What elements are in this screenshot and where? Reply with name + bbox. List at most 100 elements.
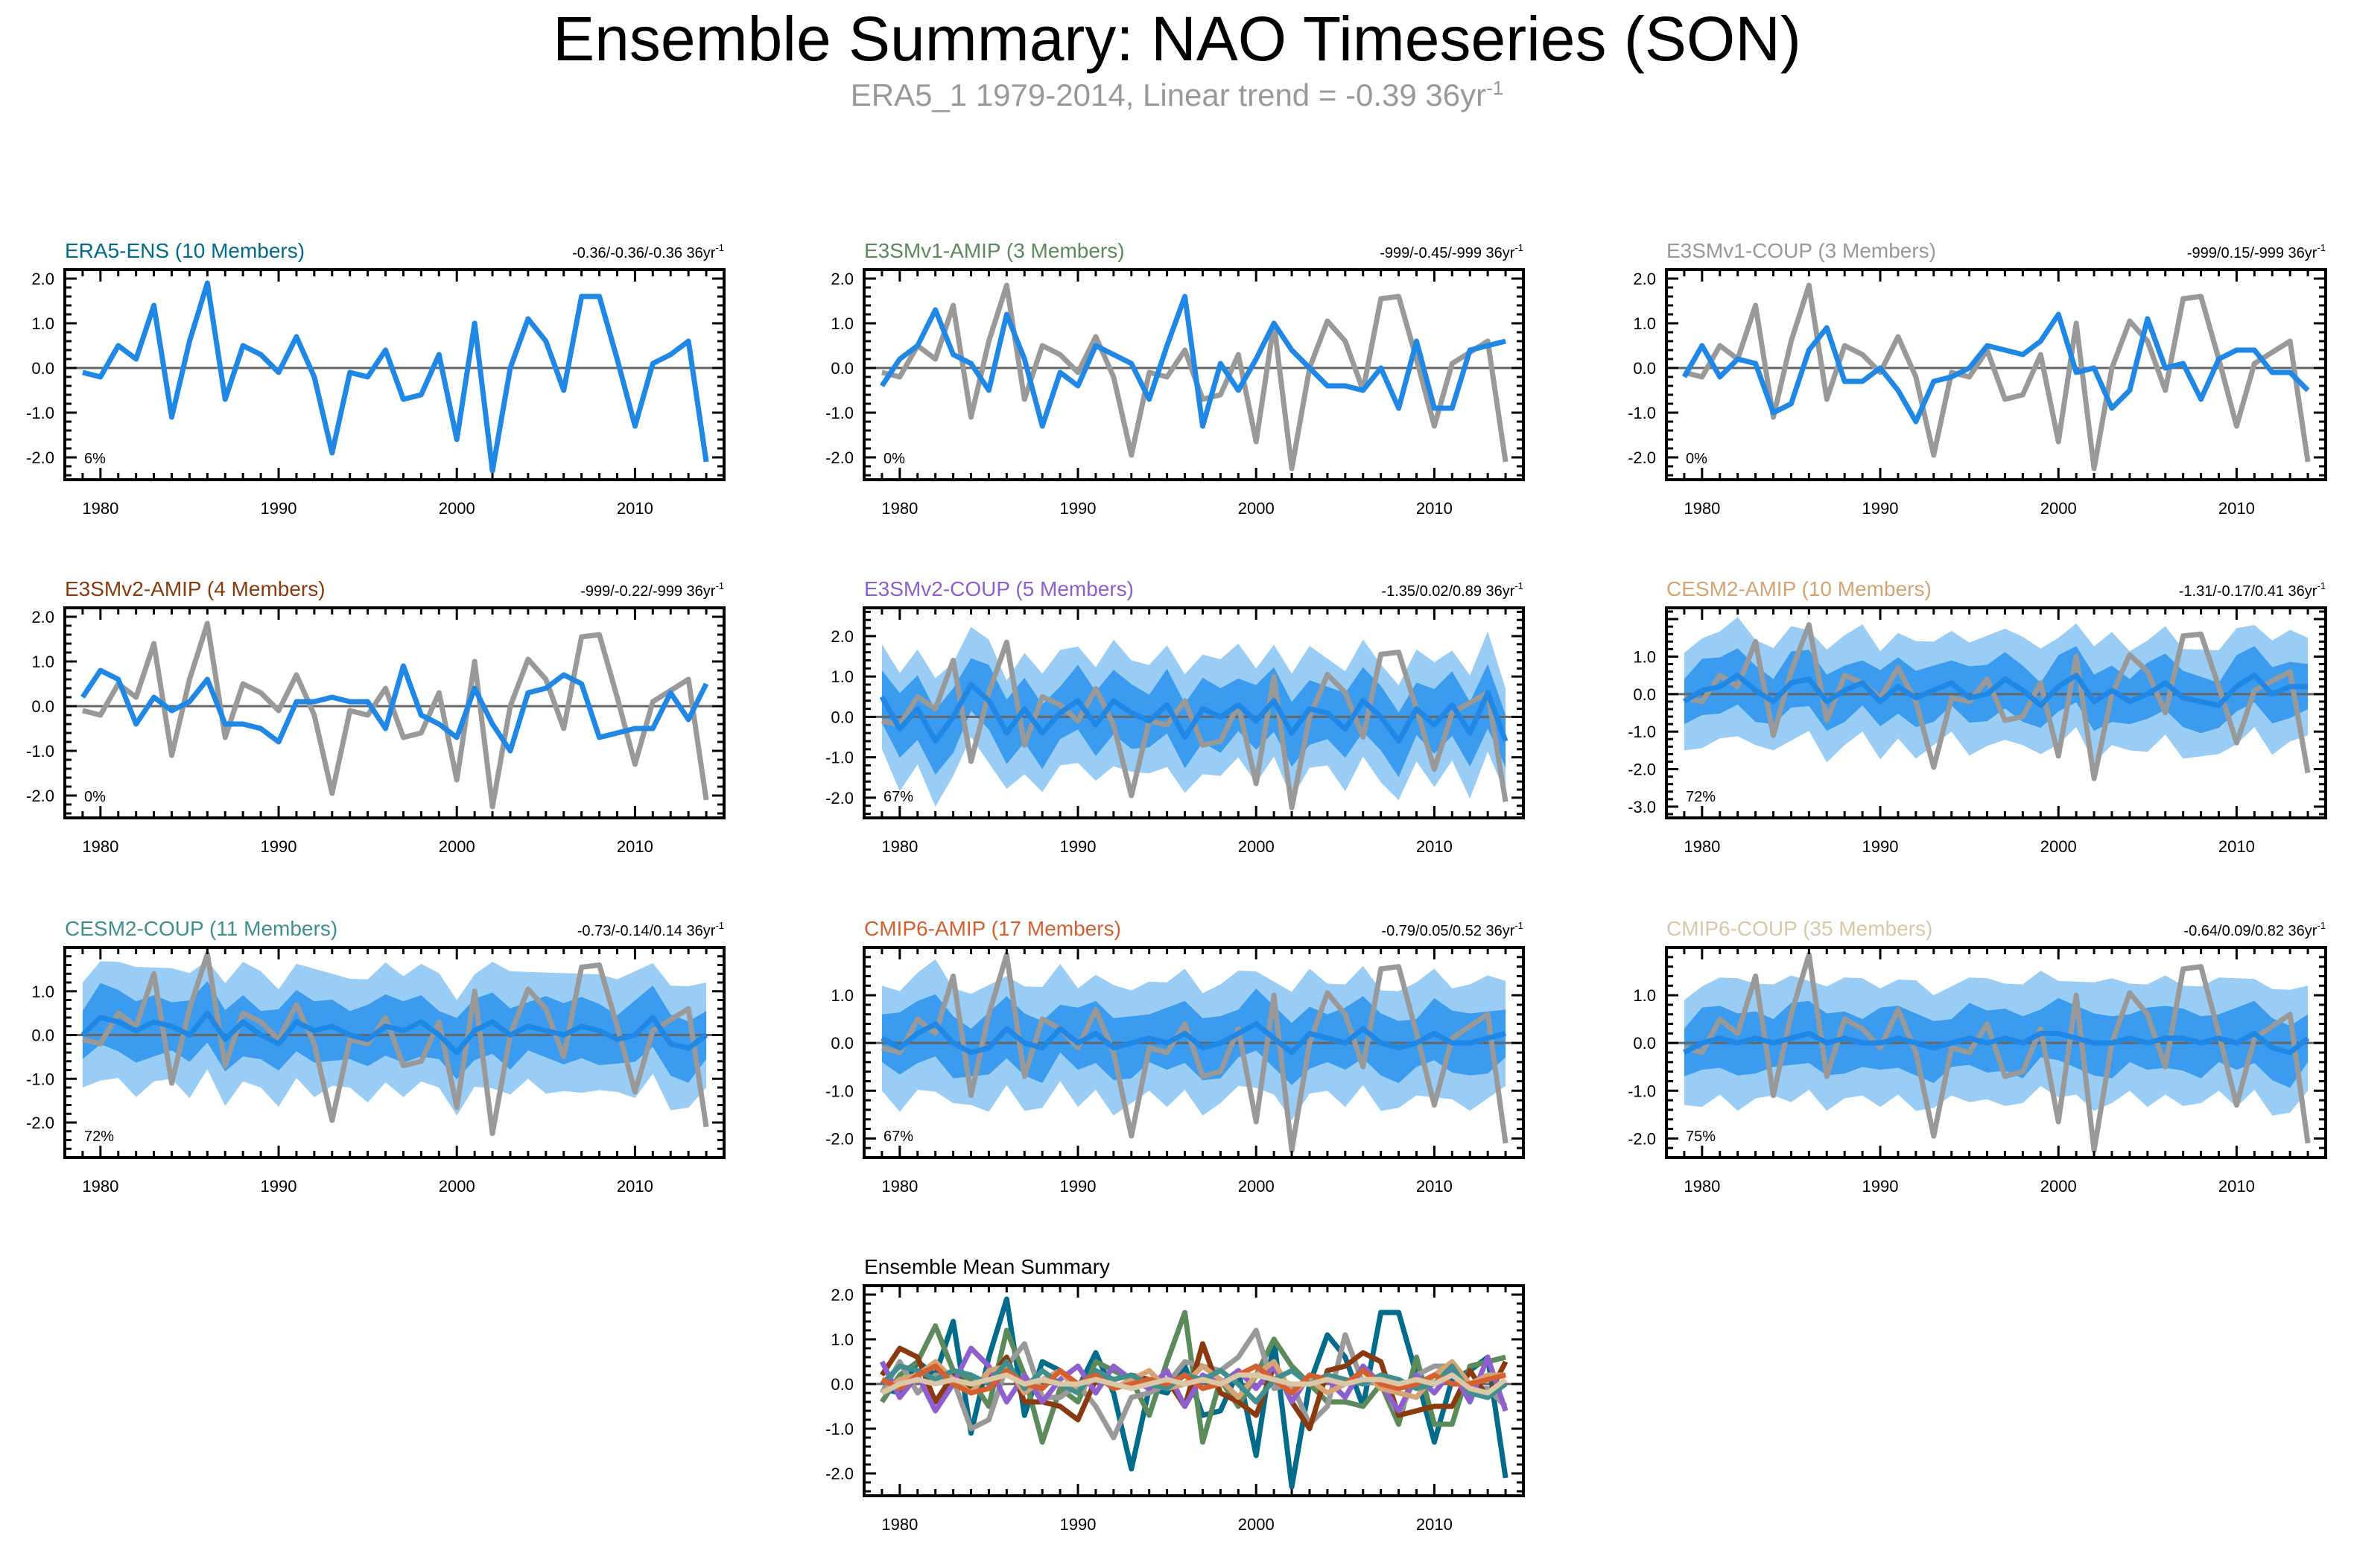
y-tick-label: -1.0: [26, 742, 54, 761]
plot-area: [65, 280, 724, 474]
x-tick-label: 2000: [439, 499, 475, 518]
y-tick-label: 2.0: [831, 270, 854, 288]
panel-2: 2.0 1.0 0.0 -1.0 -2.0 1980 1990 2000 2010 E3SMv1-…: [825, 239, 1525, 518]
panel-pct: 75%: [1686, 1129, 1716, 1145]
y-tick-label: 0.0: [831, 708, 854, 726]
y-tick-label: -2.0: [26, 448, 54, 467]
panel-trend: -0.36/-0.36/-0.36 36yr-1: [572, 242, 724, 261]
panel-7: 1.0 0.0 -1.0 -2.0 1980 1990 2000 2010 CESM2-COUP…: [26, 917, 726, 1196]
x-tick-label: 2000: [1238, 837, 1275, 856]
y-tick-label: 0.0: [31, 359, 54, 378]
x-tick-label: 1990: [1060, 1515, 1097, 1534]
panel-pct: 0%: [1686, 451, 1707, 467]
panel-trend-exponent: -1: [715, 242, 724, 253]
y-tick-label: 0.0: [831, 359, 854, 378]
panel-trend: -999/-0.22/-999 36yr-1: [580, 580, 724, 600]
plot-area: [864, 626, 1523, 810]
ensemble-mean-line: [1683, 673, 2309, 708]
panel-trend: -1.31/-0.17/0.41 36yr-1: [2179, 580, 2326, 600]
y-tick-label: 2.0: [831, 1286, 854, 1304]
x-tick-label: 1990: [1060, 1177, 1097, 1196]
obs-series-line: [82, 951, 709, 1137]
y-tick-label: 1.0: [31, 983, 54, 1001]
ensemble-mean-line: [1681, 311, 2310, 425]
x-tick-label: 1990: [1060, 499, 1097, 518]
panel-trend: -0.73/-0.14/0.14 36yr-1: [577, 920, 724, 939]
panel-4: 2.0 1.0 0.0 -1.0 -2.0 1980 1990 2000 2010 E3SMv2-…: [26, 577, 726, 856]
x-tick-label: 2000: [2040, 837, 2077, 856]
obs-series-line: [1684, 282, 2311, 472]
ensemble-mean-line: [880, 293, 1506, 429]
subtitle: ERA5_1 1979-2014, Linear trend = -0.39 3…: [0, 77, 2354, 112]
panel-pct: 0%: [883, 451, 905, 467]
band-inner: [82, 981, 707, 1083]
x-tick-label: 1980: [1684, 837, 1720, 856]
panel-trend-exponent: -1: [1514, 920, 1523, 931]
x-tick-label: 1980: [881, 837, 918, 856]
panel-pct: 6%: [84, 451, 106, 467]
y-tick-label: 0.0: [31, 1026, 54, 1045]
panel-title: CESM2-COUP (11 Members): [65, 917, 337, 940]
y-tick-label: -2.0: [1628, 448, 1656, 467]
y-tick-label: -1.0: [1628, 1082, 1656, 1100]
x-tick-label: 1980: [82, 499, 118, 518]
x-tick-label: 2010: [1416, 1177, 1453, 1196]
x-tick-label: 1980: [1684, 1177, 1720, 1196]
panel-title: E3SMv1-COUP (3 Members): [1666, 239, 1936, 262]
plot-area: [864, 282, 1523, 472]
x-tick-label: 2010: [617, 1177, 653, 1196]
y-tick-label: 0.0: [1633, 685, 1656, 704]
panel-frame: [1665, 268, 2327, 481]
x-tick-label: 1990: [1862, 1177, 1899, 1196]
y-tick-label: -2.0: [1628, 1129, 1656, 1148]
summary-line-9: [881, 1372, 1508, 1396]
y-tick-label: -2.0: [825, 448, 854, 467]
plot-area: [1666, 617, 2326, 781]
x-tick-label: 1980: [82, 837, 118, 856]
x-tick-label: 2010: [2218, 499, 2255, 518]
x-tick-label: 2010: [1416, 837, 1453, 856]
ensemble-mean-line: [80, 1010, 708, 1056]
y-tick-label: 1.0: [1633, 986, 1656, 1005]
x-tick-label: 1980: [881, 1515, 918, 1534]
band-inner: [881, 988, 1506, 1085]
x-tick-label: 2010: [2218, 1177, 2255, 1196]
panel-frame: [863, 268, 1525, 481]
y-tick-label: 1.0: [1633, 647, 1656, 666]
x-tick-label: 2000: [439, 1177, 475, 1196]
panel-frame: [863, 1284, 1525, 1497]
y-tick-label: -1.0: [26, 404, 54, 422]
x-tick-label: 2000: [439, 837, 475, 856]
y-tick-label: -3.0: [1628, 798, 1656, 816]
y-tick-label: 1.0: [31, 314, 54, 333]
y-tick-label: 2.0: [831, 627, 854, 646]
panel-pct: 67%: [883, 789, 913, 805]
panel-pct: 72%: [84, 1129, 114, 1145]
x-tick-label: 1980: [82, 1177, 118, 1196]
y-tick-label: 1.0: [31, 653, 54, 671]
x-tick-label: 1980: [881, 1177, 918, 1196]
y-tick-label: -1.0: [26, 1070, 54, 1088]
panel-trend-exponent: -1: [1514, 580, 1523, 591]
ensemble-mean-line: [80, 663, 709, 754]
y-tick-label: -1.0: [1628, 404, 1656, 422]
plot-area: [65, 620, 724, 810]
ensemble-mean-line: [881, 1021, 1506, 1056]
x-tick-label: 2000: [1238, 1515, 1275, 1534]
ensemble-mean-line: [879, 682, 1508, 744]
panel-trend-exponent: -1: [715, 920, 724, 931]
y-tick-label: 0.0: [831, 1375, 854, 1394]
x-tick-label: 1990: [261, 499, 297, 518]
panel-title: ERA5-ENS (10 Members): [65, 239, 305, 262]
panel-title: E3SMv1-AMIP (3 Members): [864, 239, 1125, 262]
x-tick-label: 1990: [1060, 837, 1097, 856]
x-tick-label: 2010: [1416, 499, 1453, 518]
panel-frame: [1665, 606, 2327, 819]
panel-trend: -1.35/0.02/0.89 36yr-1: [1381, 580, 1523, 600]
x-tick-label: 1990: [261, 837, 297, 856]
x-tick-label: 2000: [2040, 1177, 2077, 1196]
panel-8: 1.0 0.0 -1.0 -2.0 1980 1990 2000 2010 CMIP6-AMIP…: [825, 917, 1525, 1196]
y-tick-label: 0.0: [1633, 359, 1656, 378]
plot-area: [864, 1296, 1523, 1490]
ensemble-mean-line: [1683, 1030, 2310, 1056]
